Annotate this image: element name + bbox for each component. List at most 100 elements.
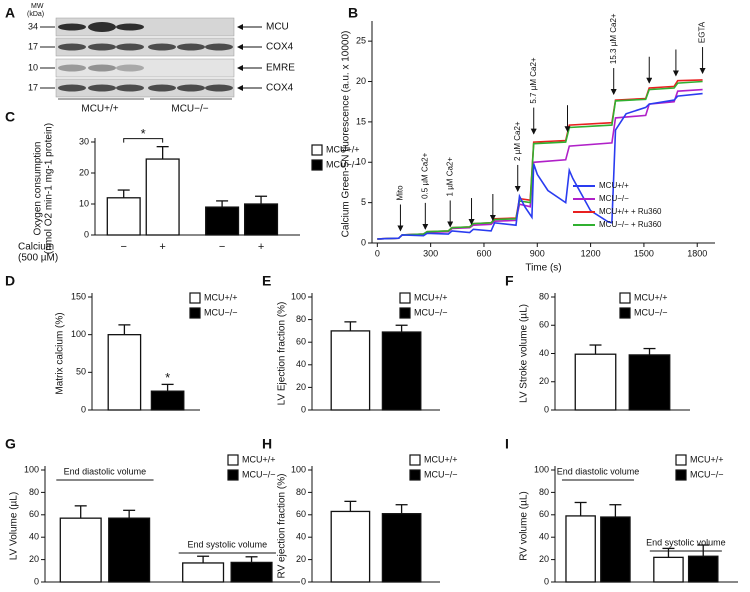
blot-strip xyxy=(55,37,235,57)
legend-swatch xyxy=(619,307,631,319)
x-tick-label: 1800 xyxy=(687,248,707,258)
y-axis-label: LV Volume (µL) xyxy=(9,492,20,560)
y-axis-label: LV Stroke volume (µL) xyxy=(519,304,530,403)
group-label: End systolic volume xyxy=(188,539,268,549)
y-tick-label: 40 xyxy=(29,532,39,542)
y-tick-label: 0 xyxy=(34,576,39,586)
blot-band xyxy=(58,23,86,31)
significance-bracket xyxy=(123,138,164,143)
legend-label: MCU+/+ xyxy=(599,181,629,190)
y-axis-label: Calcium Green-5N fluorescence (a.u. x 10… xyxy=(341,31,352,238)
bar xyxy=(108,517,151,583)
protein-label: COX4 xyxy=(266,42,294,53)
legend-label: MCU+/+ xyxy=(690,454,724,464)
blot-band xyxy=(58,84,86,92)
protein-label: COX4 xyxy=(266,83,294,94)
legend-swatch xyxy=(619,292,631,304)
legend-swatch xyxy=(227,454,239,466)
bar xyxy=(150,390,185,411)
panel-label: A xyxy=(5,5,15,21)
y-axis-label: RV volume (µL) xyxy=(519,491,530,561)
legend-label: MCU−/− xyxy=(204,307,238,317)
event-label: 2 µM Ca2+ xyxy=(513,121,522,161)
bar xyxy=(106,197,141,236)
legend-swatch xyxy=(311,159,323,171)
significance-label: * xyxy=(165,370,170,385)
x-tick-label: 0 xyxy=(375,248,380,258)
legend-swatch xyxy=(399,292,411,304)
y-tick-label: 0 xyxy=(544,576,549,586)
panel-label: H xyxy=(262,436,272,452)
y-tick-label: 25 xyxy=(356,36,366,46)
legend-swatch xyxy=(227,469,239,481)
mw-label: (kDa) xyxy=(27,11,44,18)
panel-label: D xyxy=(5,273,15,289)
y-tick-label: 15 xyxy=(356,116,366,126)
x-axis-label: Time (s) xyxy=(525,263,561,274)
blot-band xyxy=(148,84,176,92)
y-tick-label: 20 xyxy=(296,554,306,564)
bar xyxy=(628,354,671,411)
event-label: 0.5 µM Ca2+ xyxy=(420,152,429,199)
blot-band xyxy=(58,43,86,51)
legend-label: MCU+/+ xyxy=(326,144,360,154)
blot-band xyxy=(148,43,176,51)
x-tick-label: + xyxy=(159,241,165,253)
legend-label: MCU−/− xyxy=(634,307,668,317)
blot-band xyxy=(116,64,144,72)
bar xyxy=(182,562,225,583)
y-tick-label: 40 xyxy=(296,359,306,369)
legend-label: MCU+/+ xyxy=(634,292,668,302)
y-tick-label: 60 xyxy=(539,320,549,330)
legend-label: MCU+/+ xyxy=(414,292,448,302)
y-tick-label: 60 xyxy=(296,337,306,347)
event-label: EGTA xyxy=(698,21,707,43)
mw-value: 34 xyxy=(28,21,38,31)
legend-label: MCU−/− xyxy=(424,469,458,479)
blot-band xyxy=(88,43,116,51)
x-tick-label: + xyxy=(258,241,264,253)
legend-label: MCU−/− xyxy=(414,307,448,317)
y-tick-label: 20 xyxy=(79,167,89,177)
y-tick-label: 20 xyxy=(296,382,306,392)
y-tick-label: 40 xyxy=(539,532,549,542)
y-axis-label: Matrix calcium (%) xyxy=(55,312,66,394)
y-tick-label: 20 xyxy=(539,376,549,386)
bar xyxy=(145,158,180,236)
protein-label: MCU xyxy=(266,22,289,33)
y-tick-label: 10 xyxy=(356,157,366,167)
y-tick-label: 20 xyxy=(29,554,39,564)
event-label: 5.7 µM Ca2+ xyxy=(529,57,538,104)
blot-band xyxy=(88,84,116,92)
legend-swatch xyxy=(675,469,687,481)
legend-label: MCU−/− xyxy=(690,469,724,479)
y-tick-label: 0 xyxy=(84,229,89,239)
protein-label: EMRE xyxy=(266,63,295,74)
blot-band xyxy=(205,84,233,92)
legend-swatch xyxy=(189,307,201,319)
panel-label: C xyxy=(5,109,15,125)
y-tick-label: 40 xyxy=(539,348,549,358)
legend-label: MCU+/+ xyxy=(424,454,458,464)
group-label: End diastolic volume xyxy=(64,466,147,476)
y-tick-label: 0 xyxy=(301,404,306,414)
y-tick-label: 80 xyxy=(539,487,549,497)
blot-band xyxy=(58,64,86,72)
mw-value: 10 xyxy=(28,62,38,72)
bar xyxy=(565,515,596,583)
y-tick-label: 80 xyxy=(296,314,306,324)
y-axis-label: Oxygen consumption xyxy=(33,142,44,236)
western-blot: 34 MCU 17 COX4 10 EMRE 17 COX4 xyxy=(28,17,295,98)
blot-band xyxy=(177,84,205,92)
panel-label: F xyxy=(505,273,514,289)
blot-strip xyxy=(55,78,235,98)
event-label: Mito xyxy=(396,185,405,201)
blot-band xyxy=(88,22,116,32)
y-tick-label: 0 xyxy=(544,404,549,414)
y-tick-label: 0 xyxy=(361,237,366,247)
legend-swatch xyxy=(675,454,687,466)
bar xyxy=(59,517,102,583)
x-tick-label: 1500 xyxy=(634,248,654,258)
y-tick-label: 100 xyxy=(24,464,39,474)
